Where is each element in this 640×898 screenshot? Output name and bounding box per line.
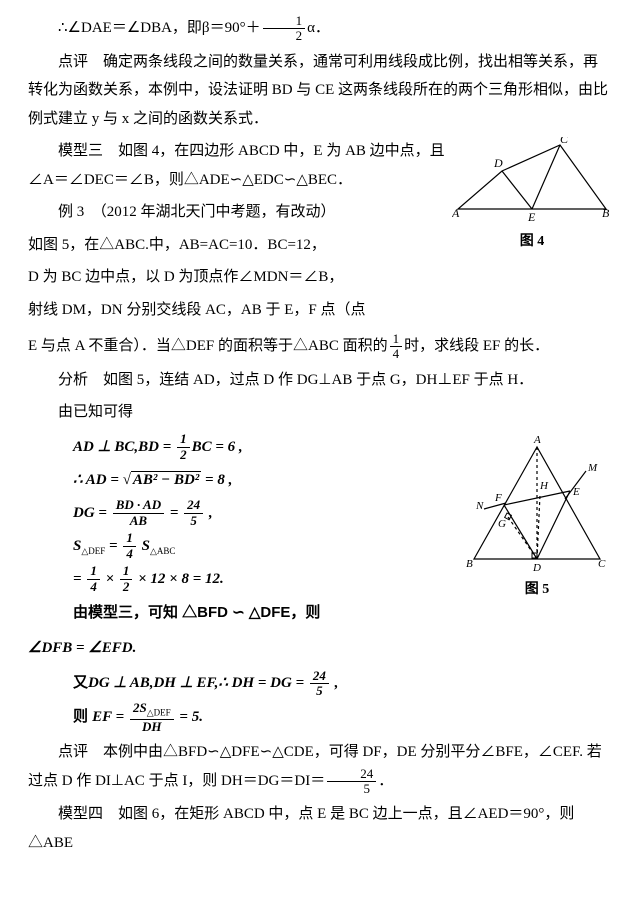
svg-text:H: H (539, 480, 549, 492)
fenxi: 分析 如图 5，连结 AD，过点 D 作 DG⊥AB 于点 G，DH⊥EF 于点… (28, 366, 612, 395)
figure-4: A B C D E 图 4 (452, 137, 612, 256)
svg-text:C: C (560, 137, 569, 146)
ex3-l4: E 与点 A 不重合）．当△DEF 的面积等于△ABC 面积的14时，求线段 E… (28, 332, 612, 362)
fig5-label: 图 5 (462, 577, 612, 604)
svg-text:D: D (532, 562, 541, 574)
dianping2: 点评 本例中由△BFD∽△DFE∽△CDE，可得 DF，DE 分别平分∠BFE，… (28, 738, 612, 796)
frac-1-4-a: 14 (390, 332, 403, 362)
line1-post: α． (307, 20, 330, 36)
youyizhi: 由已知可得 (28, 398, 612, 427)
svg-text:C: C (598, 558, 606, 570)
svg-text:A: A (533, 435, 541, 446)
line1-pre: ∴∠DAE＝∠DBA，即β＝90°＋ (58, 20, 261, 36)
svg-text:E: E (527, 210, 536, 224)
svg-text:D: D (493, 156, 503, 170)
svg-text:E: E (572, 486, 580, 498)
dianping1: 点评 确定两条线段之间的数量关系，通常可利用线段成比例，找出相等关系，再转化为函… (28, 48, 612, 134)
svg-text:N: N (475, 500, 484, 512)
math-block-2: 又又DG ⊥ AB,DH ⊥ EF,∴ DH = DG = DG ⊥ AB,DH… (73, 666, 612, 734)
svg-text:G: G (498, 518, 506, 530)
ex3-l2: D 为 BC 边中点，以 D 为顶点作∠MDN＝∠B， (28, 263, 612, 292)
svg-text:B: B (466, 558, 473, 570)
model4: 模型四 如图 6，在矩形 ABCD 中，点 E 是 BC 边上一点，且∠AED＝… (28, 800, 612, 857)
svg-text:A: A (452, 206, 460, 220)
frac-1-2-a: 12 (263, 14, 306, 44)
frac-24-5: 245 (327, 767, 376, 797)
mb7: ∠DFB = ∠EFD. (28, 634, 612, 663)
ex3-l3: 射线 DM，DN 分别交线段 AC，AB 于 E，F 点（点 (28, 296, 612, 325)
fig4-label: 图 4 (452, 229, 612, 256)
svg-text:F: F (494, 492, 502, 504)
svg-text:M: M (587, 462, 598, 474)
svg-text:B: B (602, 206, 610, 220)
line1: ∴∠DAE＝∠DBA，即β＝90°＋12α． (28, 14, 612, 44)
figure-5: A B C D E F G H M N 图 5 (462, 435, 612, 604)
